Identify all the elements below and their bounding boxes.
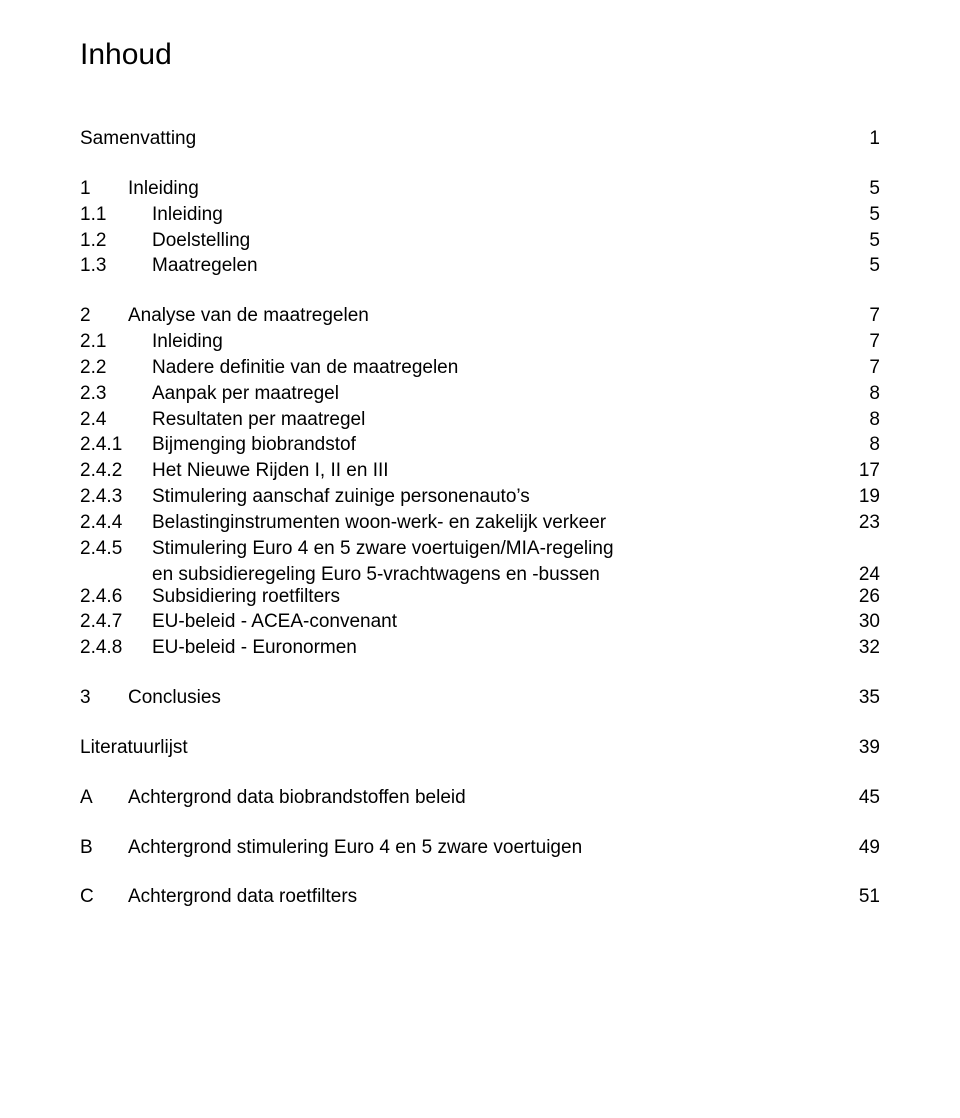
toc-row: 2.1 Inleiding 7 (80, 331, 880, 353)
toc-num: 1 (80, 178, 128, 200)
toc-page: 5 (840, 204, 880, 226)
toc-page: 45 (840, 787, 880, 809)
toc-page: 1 (840, 128, 880, 150)
toc-label: Inleiding (152, 331, 840, 353)
toc-page: 19 (840, 486, 880, 508)
toc-num: 2.3 (80, 383, 152, 405)
toc-label: Samenvatting (80, 128, 840, 150)
page: Inhoud Samenvatting 1 1 Inleiding 5 1.1 … (0, 0, 960, 1118)
toc-row: 2.4 Resultaten per maatregel 8 (80, 409, 880, 431)
toc-row: 2.4.6 Subsidiering roetfilters 26 (80, 586, 880, 608)
toc-num: 2.4.1 (80, 434, 152, 456)
toc-num: 2.4.4 (80, 512, 152, 534)
toc-num: 2.1 (80, 331, 152, 353)
toc-label: Bijmenging biobrandstof (152, 434, 840, 456)
toc-label: Achtergrond stimulering Euro 4 en 5 zwar… (128, 837, 840, 859)
toc-label: Het Nieuwe Rijden I, II en III (152, 460, 840, 482)
toc-label: Achtergrond data biobrandstoffen beleid (128, 787, 840, 809)
toc-label: Belastinginstrumenten woon-werk- en zake… (152, 512, 840, 534)
toc-row: 2.4.2 Het Nieuwe Rijden I, II en III 17 (80, 460, 880, 482)
toc-page: 51 (840, 886, 880, 908)
toc-page: 24 (840, 564, 880, 586)
toc-label: Literatuurlijst (80, 737, 840, 759)
toc-label: Doelstelling (152, 230, 840, 252)
toc-num: C (80, 886, 128, 908)
toc-num: 1.2 (80, 230, 152, 252)
toc-num: 3 (80, 687, 128, 709)
toc-page: 7 (840, 357, 880, 379)
toc-label: Stimulering Euro 4 en 5 zware voertuigen… (152, 538, 840, 560)
toc-row: 2.4.1 Bijmenging biobrandstof 8 (80, 434, 880, 456)
toc-num: 2.4 (80, 409, 152, 431)
toc-page: 32 (840, 637, 880, 659)
toc-page: 39 (840, 737, 880, 759)
toc-num: 2 (80, 305, 128, 327)
toc-label: Inleiding (128, 178, 840, 200)
toc-label: Maatregelen (152, 255, 840, 277)
toc-label: Nadere definitie van de maatregelen (152, 357, 840, 379)
toc-label: Stimulering aanschaf zuinige personenaut… (152, 486, 840, 508)
toc-row: 2.4.3 Stimulering aanschaf zuinige perso… (80, 486, 880, 508)
toc-page: 7 (840, 305, 880, 327)
toc-row: 1 Inleiding 5 (80, 178, 880, 200)
toc-row: Literatuurlijst 39 (80, 737, 880, 759)
toc-num-spacer (80, 564, 152, 586)
toc-label: Inleiding (152, 204, 840, 226)
toc-page: 35 (840, 687, 880, 709)
toc-num: 2.4.3 (80, 486, 152, 508)
toc-label: EU-beleid - ACEA-convenant (152, 611, 840, 633)
toc-label: Achtergrond data roetfilters (128, 886, 840, 908)
toc-page: 5 (840, 178, 880, 200)
toc-num: 2.4.5 (80, 538, 152, 560)
toc-row: 3 Conclusies 35 (80, 687, 880, 709)
toc-num: 2.4.6 (80, 586, 152, 608)
toc-page: 8 (840, 383, 880, 405)
toc-label: Analyse van de maatregelen (128, 305, 840, 327)
toc-label: Conclusies (128, 687, 840, 709)
toc-row: A Achtergrond data biobrandstoffen belei… (80, 787, 880, 809)
toc-row: 2.4.7 EU-beleid - ACEA-convenant 30 (80, 611, 880, 633)
toc-num: B (80, 837, 128, 859)
toc-page: 7 (840, 331, 880, 353)
toc-row: 1.2 Doelstelling 5 (80, 230, 880, 252)
toc-row: 2.2 Nadere definitie van de maatregelen … (80, 357, 880, 379)
toc-row: 2.4.8 EU-beleid - Euronormen 32 (80, 637, 880, 659)
toc-row: Samenvatting 1 (80, 128, 880, 150)
toc-page: 8 (840, 434, 880, 456)
toc-row: 2.3 Aanpak per maatregel 8 (80, 383, 880, 405)
toc-page: 30 (840, 611, 880, 633)
table-of-contents: Samenvatting 1 1 Inleiding 5 1.1 Inleidi… (80, 128, 880, 908)
toc-num: 1.1 (80, 204, 152, 226)
page-title: Inhoud (80, 38, 880, 72)
toc-row: 1.3 Maatregelen 5 (80, 255, 880, 277)
toc-page: 23 (840, 512, 880, 534)
toc-row: B Achtergrond stimulering Euro 4 en 5 zw… (80, 837, 880, 859)
toc-label: Subsidiering roetfilters (152, 586, 840, 608)
toc-label: Resultaten per maatregel (152, 409, 840, 431)
toc-page: 26 (840, 586, 880, 608)
toc-page: 8 (840, 409, 880, 431)
toc-row-continuation: en subsidieregeling Euro 5-vrachtwagens … (80, 564, 880, 586)
toc-num: A (80, 787, 128, 809)
toc-page: 5 (840, 255, 880, 277)
toc-num: 2.4.2 (80, 460, 152, 482)
toc-row: 2 Analyse van de maatregelen 7 (80, 305, 880, 327)
toc-num: 2.2 (80, 357, 152, 379)
toc-row: 2.4.5 Stimulering Euro 4 en 5 zware voer… (80, 538, 880, 560)
toc-row: C Achtergrond data roetfilters 51 (80, 886, 880, 908)
toc-row: 2.4.4 Belastinginstrumenten woon-werk- e… (80, 512, 880, 534)
toc-row: 1.1 Inleiding 5 (80, 204, 880, 226)
toc-page: 5 (840, 230, 880, 252)
toc-num: 1.3 (80, 255, 152, 277)
toc-page: 17 (840, 460, 880, 482)
toc-page: 49 (840, 837, 880, 859)
toc-num: 2.4.8 (80, 637, 152, 659)
toc-label: EU-beleid - Euronormen (152, 637, 840, 659)
toc-label: en subsidieregeling Euro 5-vrachtwagens … (152, 564, 840, 586)
toc-label: Aanpak per maatregel (152, 383, 840, 405)
toc-num: 2.4.7 (80, 611, 152, 633)
